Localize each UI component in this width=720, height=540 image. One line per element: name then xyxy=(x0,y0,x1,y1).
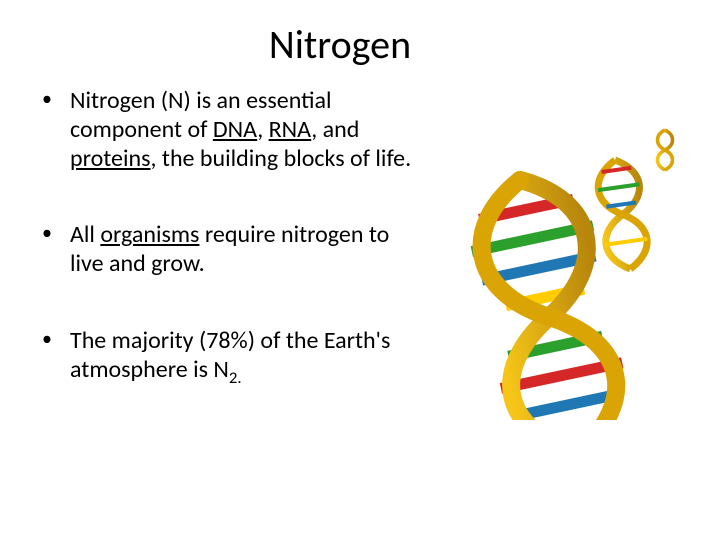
text: , xyxy=(257,115,268,144)
text: All xyxy=(70,220,100,249)
bullet-list: Nitrogen (N) is an essential component o… xyxy=(30,87,413,436)
text: , and xyxy=(311,115,359,144)
page-title: Nitrogen xyxy=(0,20,690,69)
content-area: Nitrogen (N) is an essential component o… xyxy=(30,87,690,436)
bullet-3: The majority (78%) of the Earth's atmosp… xyxy=(42,327,413,388)
text: , the building blocks of life. xyxy=(150,144,411,173)
underline-proteins: proteins xyxy=(70,144,150,173)
underline-rna: RNA xyxy=(269,115,312,144)
subscript: 2. xyxy=(229,367,242,388)
underline-dna: DNA xyxy=(213,115,257,144)
bullet-2: All organisms require nitrogen to live a… xyxy=(42,221,413,279)
bullet-1: Nitrogen (N) is an essential component o… xyxy=(42,87,413,173)
underline-organisms: organisms xyxy=(100,220,199,249)
slide: Nitrogen Nitrogen (N) is an essential co… xyxy=(0,0,720,540)
